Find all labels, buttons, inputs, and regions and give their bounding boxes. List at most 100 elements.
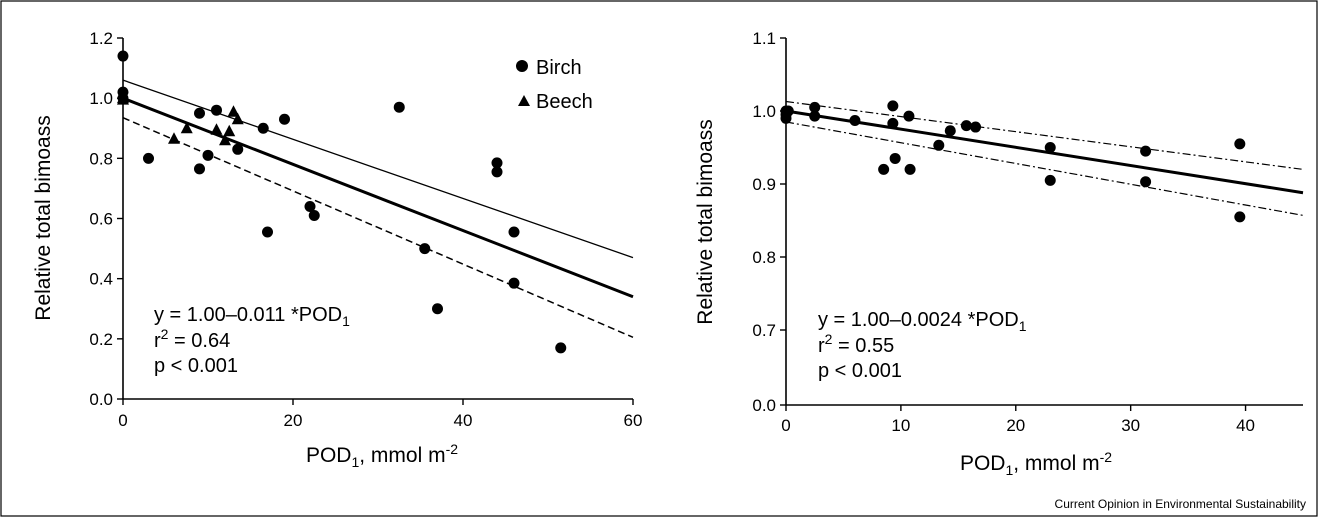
- point-right: [1234, 138, 1246, 150]
- point-beech: [227, 105, 240, 117]
- point-right: [960, 120, 972, 132]
- right-points: [780, 100, 1246, 223]
- point-right: [970, 121, 982, 133]
- point-beech: [168, 132, 180, 144]
- right-y-tick-label: 0.9: [752, 175, 776, 194]
- right-x-tick-label: 30: [1121, 416, 1140, 435]
- point-birch: [279, 113, 290, 125]
- right-x-tick-label: 20: [1006, 416, 1025, 435]
- point-right: [933, 139, 945, 151]
- left-fit-line-solid-thin: [122, 79, 634, 259]
- point-birch: [194, 163, 205, 175]
- right-y-tick-label: 0.7: [752, 321, 776, 340]
- point-birch: [393, 101, 405, 113]
- left-r2-value: = 0.64: [168, 330, 230, 352]
- right-y-tick-label: 0.0: [752, 396, 776, 415]
- right-r2: r2 = 0.55: [818, 331, 894, 357]
- right-x-tick-label: 10: [891, 416, 910, 435]
- left-y-tick-label: 0.8: [89, 149, 113, 168]
- left-y-tick-label: 0.4: [89, 270, 113, 289]
- right-y-axis-title: Relative total bimoass: [694, 119, 717, 324]
- point-birch: [508, 226, 520, 238]
- legend-marker-birch: [516, 60, 528, 72]
- chart-right: 0.0 0.7 0.8 0.9 1.0 1.1 0 10 20 30 40 y = 1.00–0.…: [694, 29, 1304, 478]
- legend-marker-beech: [518, 95, 530, 106]
- point-birch: [491, 166, 503, 178]
- point-birch: [211, 104, 222, 116]
- left-p-value: p < 0.001: [154, 355, 238, 377]
- right-fit-line-dashdot-upper: [785, 100, 1304, 170]
- point-birch: [555, 342, 567, 354]
- left-x-title-sup: -2: [446, 441, 459, 457]
- point-right: [1044, 142, 1056, 153]
- point-right: [889, 152, 901, 164]
- legend-label-birch: Birch: [536, 57, 582, 79]
- point-birch: [491, 157, 503, 169]
- left-x-tick-label: 20: [284, 411, 303, 430]
- point-right: [878, 163, 890, 175]
- right-x-title-sub: 1: [1005, 462, 1013, 478]
- right-x-title-base: POD: [960, 452, 1006, 475]
- point-birch: [508, 277, 520, 289]
- right-axes: [785, 38, 1303, 406]
- left-fit-line-solid-thick: [122, 96, 634, 299]
- point-beech: [223, 124, 236, 137]
- point-beech: [210, 123, 223, 135]
- left-r2: r2 = 0.64: [154, 326, 230, 352]
- point-right: [809, 110, 821, 122]
- left-y-axis-title: Relative total bimoass: [32, 115, 55, 320]
- right-y-tick-label: 1.0: [752, 102, 776, 121]
- point-birch: [308, 209, 320, 221]
- legend-label-beech: Beech: [536, 91, 593, 113]
- left-equation: y = 1.00–0.011 *POD1: [154, 304, 350, 329]
- point-right: [1234, 211, 1246, 223]
- point-beech: [180, 121, 193, 134]
- right-equation-sub: 1: [1019, 318, 1027, 334]
- right-r2-sup: 2: [825, 331, 833, 347]
- point-beech: [231, 112, 244, 125]
- point-right: [1044, 174, 1056, 186]
- right-x-title-rest: , mmol m: [1013, 452, 1099, 475]
- point-birch: [202, 149, 214, 161]
- left-r2-sup: 2: [161, 326, 169, 342]
- point-right: [903, 110, 915, 122]
- right-r2-label: r: [818, 335, 825, 357]
- right-x-tick-label: 0: [781, 416, 790, 435]
- right-y-tick-label: 0.8: [752, 248, 776, 267]
- left-y-tick-label: 1.0: [89, 89, 113, 108]
- left-x-title-sub: 1: [351, 454, 359, 470]
- left-equation-sub: 1: [342, 313, 350, 329]
- point-birch: [194, 107, 205, 119]
- point-birch: [232, 143, 244, 155]
- left-y-tick-label: 0.0: [89, 390, 113, 409]
- right-x-title-sup: -2: [1100, 449, 1113, 465]
- right-fit-lines: [785, 100, 1304, 216]
- source-credit: Current Opinion in Environmental Sustain…: [1055, 497, 1306, 511]
- left-points: [117, 50, 567, 354]
- point-birch: [117, 50, 129, 62]
- left-x-title-base: POD: [306, 444, 352, 467]
- left-x-tick-label: 60: [624, 411, 643, 430]
- point-birch: [419, 243, 431, 255]
- point-right: [1140, 145, 1152, 157]
- right-p-value: p < 0.001: [818, 360, 902, 382]
- point-right: [887, 117, 899, 129]
- right-y-ticks: 0.0 0.7 0.8 0.9 1.0 1.1: [752, 29, 786, 415]
- point-birch: [432, 303, 443, 315]
- right-fit-line-dashdot-lower: [785, 121, 1304, 216]
- point-birch: [262, 226, 273, 238]
- left-y-tick-label: 0.6: [89, 210, 113, 229]
- right-x-axis-title: POD1, mmol m-2: [960, 449, 1112, 478]
- point-beech: [117, 93, 129, 105]
- left-x-tick-label: 0: [118, 411, 127, 430]
- point-right: [904, 163, 916, 175]
- point-right: [1140, 176, 1152, 188]
- left-x-title-rest: , mmol m: [359, 444, 445, 467]
- left-y-tick-label: 0.2: [89, 330, 113, 349]
- point-right: [887, 100, 899, 112]
- point-birch: [257, 122, 269, 134]
- left-r2-label: r: [154, 330, 161, 352]
